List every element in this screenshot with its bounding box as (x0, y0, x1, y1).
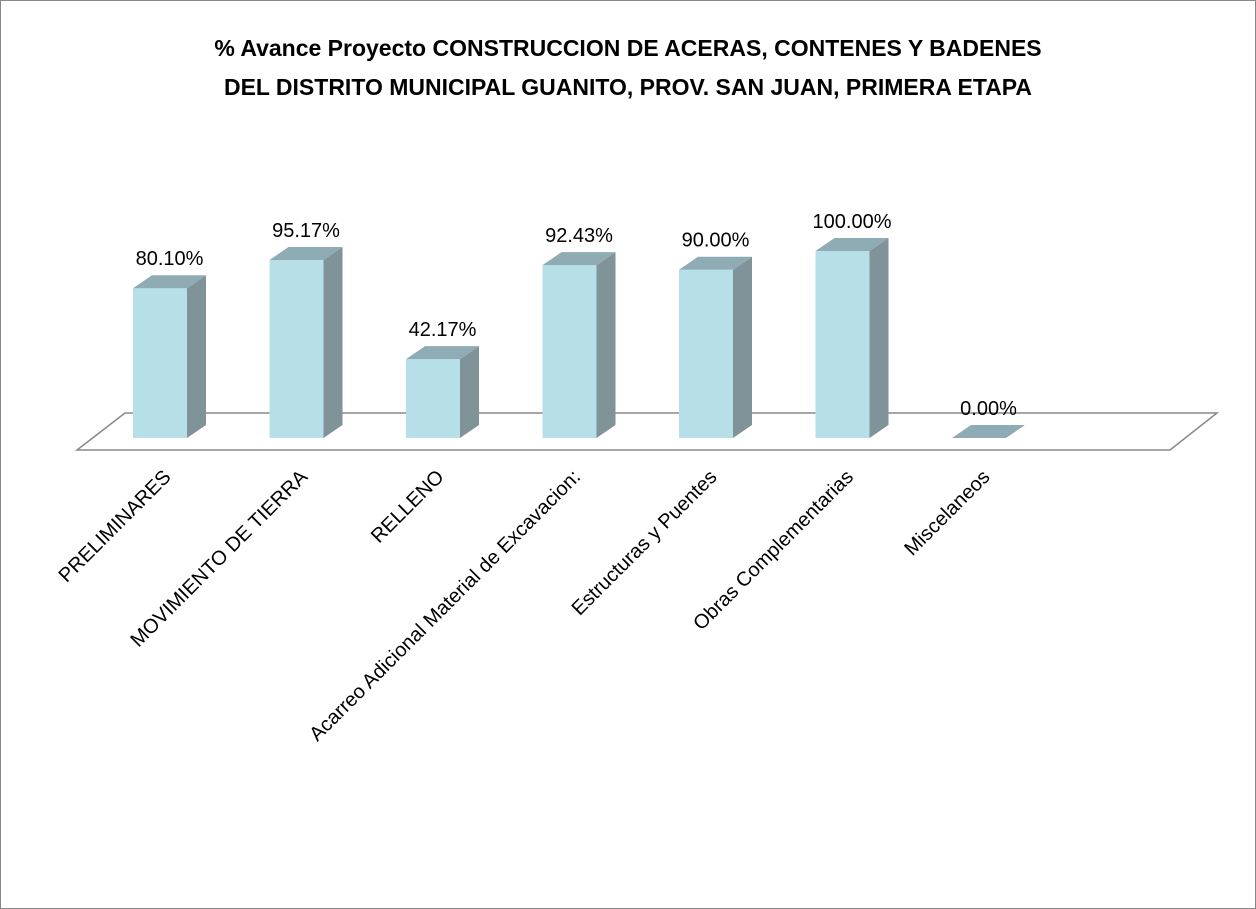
bar-side (733, 256, 752, 438)
bar-front (269, 260, 324, 438)
value-label: 80.10% (136, 248, 204, 270)
bar (815, 238, 889, 438)
bar-front (133, 288, 187, 438)
bar-top (952, 425, 1025, 438)
bar-top (542, 252, 616, 266)
bar (542, 252, 616, 438)
floor (74, 412, 1220, 451)
value-label: 92.43% (545, 225, 613, 247)
value-label: 95.17% (272, 220, 340, 242)
bar-side (323, 247, 343, 438)
bar-front (542, 265, 597, 438)
bar (952, 425, 1025, 438)
bar-top (269, 247, 343, 261)
value-label: 0.00% (960, 398, 1017, 420)
bar-side (596, 252, 616, 438)
bar (406, 346, 479, 438)
bar-top (133, 275, 206, 289)
bar-front (679, 269, 733, 438)
bar-side (869, 238, 889, 438)
bar-front (815, 251, 870, 438)
value-label: 100.00% (813, 211, 892, 233)
bar-side (460, 346, 479, 438)
bar-front (406, 359, 460, 438)
bar (133, 275, 206, 438)
value-label: 42.17% (409, 319, 477, 341)
value-label: 90.00% (682, 230, 750, 252)
bar-side (187, 275, 206, 438)
bar-top (815, 238, 889, 251)
chart-title: DEL DISTRITO MUNICIPAL GUANITO, PROV. SA… (224, 74, 1032, 100)
bar-top (679, 256, 752, 270)
bar (679, 256, 752, 438)
chart-title: % Avance Proyecto CONSTRUCCION DE ACERAS… (214, 35, 1041, 61)
bar-top (406, 346, 479, 360)
bar (269, 247, 343, 438)
